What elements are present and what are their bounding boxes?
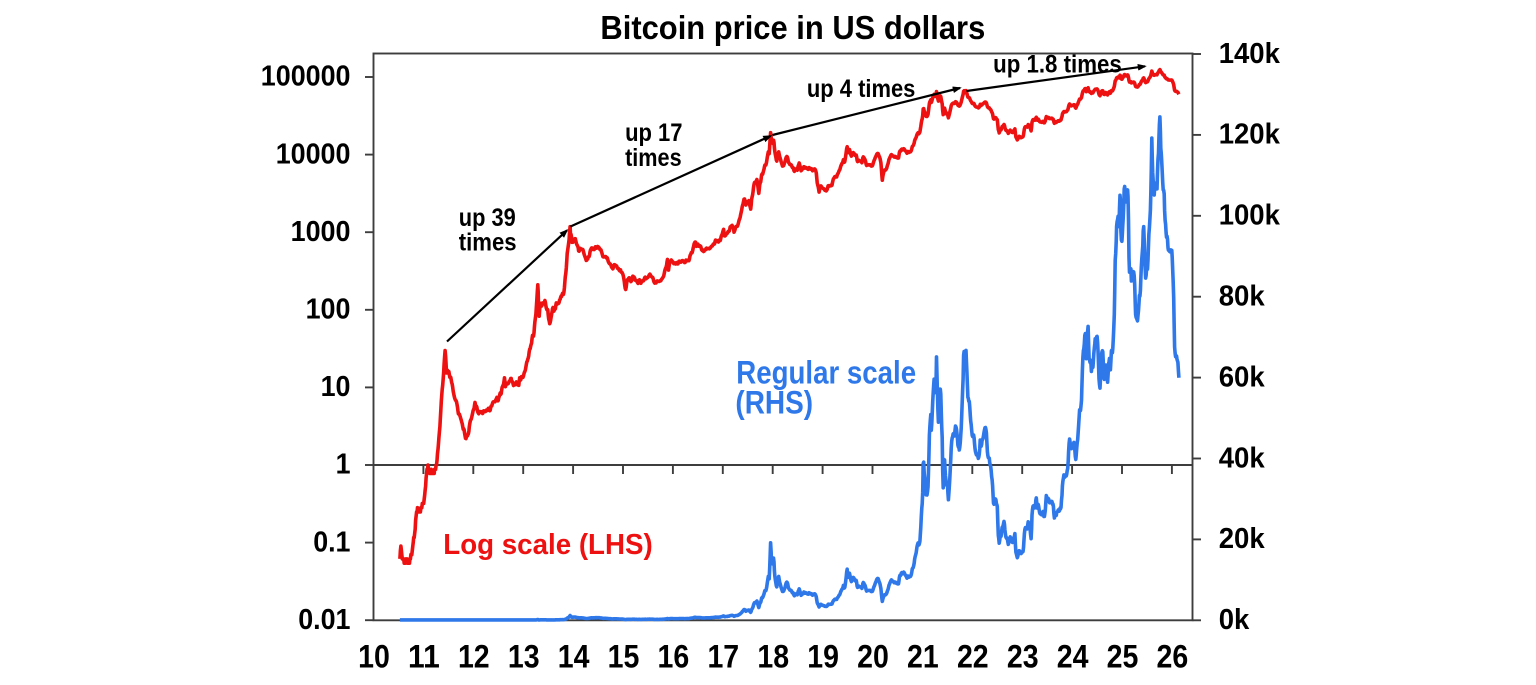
svg-text:up 17: up 17 <box>625 119 682 147</box>
svg-text:23: 23 <box>1007 638 1039 674</box>
svg-text:times: times <box>459 229 517 257</box>
svg-text:times: times <box>625 144 682 172</box>
svg-text:100k: 100k <box>1219 200 1281 232</box>
svg-text:up 1.8 times: up 1.8 times <box>993 51 1122 79</box>
svg-text:Log scale (LHS): Log scale (LHS) <box>443 529 652 561</box>
svg-text:10: 10 <box>321 371 351 403</box>
svg-text:1000: 1000 <box>291 216 351 248</box>
svg-text:up 39: up 39 <box>459 204 516 232</box>
svg-text:19: 19 <box>807 638 839 674</box>
svg-text:Regular scale: Regular scale <box>736 354 916 390</box>
svg-text:22: 22 <box>957 638 989 674</box>
svg-text:14: 14 <box>558 638 590 674</box>
svg-text:26: 26 <box>1157 638 1189 674</box>
svg-text:17: 17 <box>707 638 739 674</box>
svg-text:21: 21 <box>907 638 939 674</box>
svg-text:16: 16 <box>658 638 690 674</box>
svg-text:(RHS): (RHS) <box>735 384 813 420</box>
svg-text:0.01: 0.01 <box>298 604 350 636</box>
svg-text:11: 11 <box>408 638 440 674</box>
svg-text:120k: 120k <box>1219 119 1281 151</box>
svg-text:140k: 140k <box>1219 38 1281 70</box>
svg-text:100: 100 <box>306 294 351 326</box>
svg-text:18: 18 <box>757 638 789 674</box>
svg-text:13: 13 <box>508 638 540 674</box>
svg-text:10: 10 <box>358 638 390 674</box>
svg-text:12: 12 <box>458 638 490 674</box>
svg-text:1: 1 <box>336 449 351 481</box>
svg-text:20k: 20k <box>1219 523 1266 555</box>
svg-text:40k: 40k <box>1219 442 1266 474</box>
svg-text:25: 25 <box>1107 638 1139 674</box>
svg-text:60k: 60k <box>1219 361 1266 393</box>
svg-text:24: 24 <box>1057 638 1089 674</box>
svg-text:Bitcoin price in US dollars: Bitcoin price in US dollars <box>600 9 985 46</box>
svg-text:15: 15 <box>608 638 640 674</box>
svg-text:20: 20 <box>857 638 889 674</box>
svg-text:100000: 100000 <box>261 61 351 93</box>
svg-text:0.1: 0.1 <box>313 526 350 558</box>
svg-text:up 4 times: up 4 times <box>807 75 916 103</box>
svg-text:0k: 0k <box>1219 604 1250 636</box>
svg-text:80k: 80k <box>1219 281 1266 313</box>
svg-text:10000: 10000 <box>276 138 351 170</box>
